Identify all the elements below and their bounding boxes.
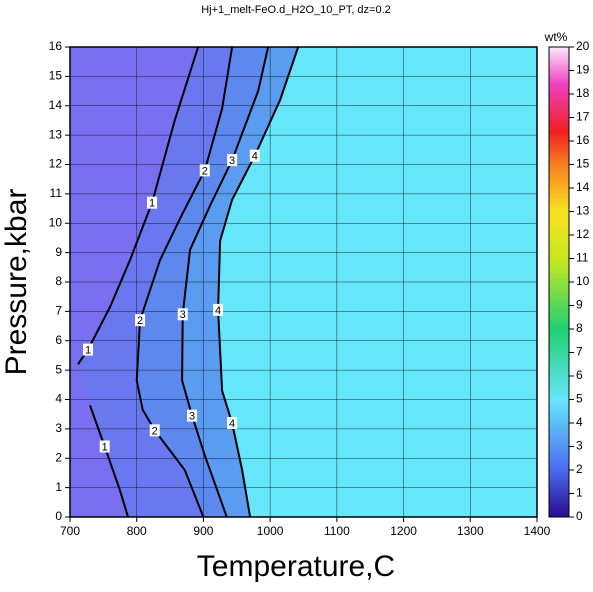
y-tick-label: 5 (55, 362, 62, 376)
contour-label: 2 (152, 425, 158, 437)
y-tick-label: 4 (55, 392, 62, 406)
y-tick-label: 6 (55, 333, 62, 347)
y-tick-label: 3 (55, 421, 62, 435)
colorbar-tick-label: 5 (576, 392, 583, 406)
y-tick-label: 0 (55, 509, 62, 523)
x-tick-label: 1400 (524, 524, 551, 538)
chart-title: Hj+1_melt-FeO.d_H2O_10_PT, dz=0.2 (201, 4, 391, 16)
colorbar-tick-label: 9 (576, 298, 583, 312)
contour-label: 4 (252, 151, 258, 163)
contour-label: 2 (137, 315, 143, 327)
x-tick-label: 700 (60, 524, 80, 538)
y-tick-label: 11 (50, 186, 63, 200)
y-tick-label: 10 (49, 215, 63, 229)
colorbar-tick-label: 2 (576, 462, 583, 476)
contour-label: 4 (229, 418, 235, 430)
colorbar-tick-label: 16 (576, 133, 590, 147)
x-tick-label: 1300 (457, 524, 484, 538)
contour-label-box (187, 409, 198, 422)
colorbar-tick-label: 0 (576, 509, 583, 523)
y-tick-label: 8 (55, 274, 62, 288)
contour-label: 4 (215, 305, 221, 317)
contour-label-box (147, 196, 158, 209)
contour-line (217, 47, 300, 517)
colorbar-tick-label: 20 (576, 39, 590, 53)
colorbar-tick-label: 18 (576, 86, 590, 100)
contour-label: 3 (180, 309, 186, 321)
contour-label: 1 (102, 441, 108, 453)
colorbar-tick-label: 19 (576, 63, 590, 77)
contour-label-box (227, 154, 238, 167)
colorbar-tick-label: 17 (576, 110, 590, 124)
y-tick-label: 1 (55, 480, 62, 494)
contour-label-box (177, 308, 188, 321)
y-tick-label: 13 (49, 127, 63, 141)
colorbar (548, 46, 570, 518)
contour-line (181, 47, 270, 517)
y-tick-label: 12 (49, 157, 63, 171)
y-tick-label: 7 (55, 304, 62, 318)
plot-area: 4 4 4 3 3 3 2 2 2 1 1 1 (70, 47, 537, 517)
contour-label-box (227, 417, 238, 429)
x-tick-label: 1100 (324, 524, 350, 538)
y-axis-title: Pressure,kbar (0, 189, 33, 376)
y-tick-label: 9 (55, 245, 62, 259)
colorbar-tick-label: 4 (576, 415, 583, 429)
y-tick-label: 16 (49, 39, 63, 53)
contour-label: 1 (149, 198, 155, 210)
colorbar-tick-label: 15 (576, 157, 590, 171)
x-axis-title: Temperature,C (197, 550, 395, 583)
colorbar-tick-label: 1 (576, 486, 583, 500)
y-tick-label: 14 (49, 98, 63, 112)
contour-label-box (135, 314, 146, 327)
contour-label-box (199, 164, 210, 177)
contour-label: 1 (85, 344, 91, 356)
contour-label-box (99, 440, 110, 453)
x-tick-label: 1000 (257, 524, 284, 538)
colorbar-tick-label: 10 (576, 274, 590, 288)
contour-label: 3 (189, 411, 195, 423)
overlay: 700 800 900 1000 1100 1200 1300 140001234567891… (49, 39, 590, 538)
colorbar-tick-label: 13 (576, 204, 590, 218)
contour-label: 3 (229, 155, 235, 167)
colorbar-tick-label: 12 (576, 227, 590, 241)
colorbar-title: wt% (544, 30, 568, 44)
contour-label-box (149, 424, 160, 437)
colorbar-tick-label: 8 (576, 321, 583, 335)
y-tick-label: 15 (49, 69, 63, 83)
colorbar-tick-label: 11 (576, 251, 589, 265)
x-tick-label: 1200 (390, 524, 417, 538)
colorbar-tick-label: 3 (576, 439, 583, 453)
colorbar-tick-label: 7 (576, 345, 583, 359)
colorbar-tick-label: 6 (576, 368, 583, 382)
x-tick-label: 900 (193, 524, 213, 538)
contour-label-box (83, 343, 94, 356)
y-tick-label: 2 (55, 450, 62, 464)
contour-label-box (249, 149, 260, 162)
colorbar-tick-label: 14 (576, 180, 590, 194)
contour-label-box (213, 303, 224, 316)
contour-label: 2 (202, 165, 208, 177)
x-tick-label: 800 (127, 524, 147, 538)
